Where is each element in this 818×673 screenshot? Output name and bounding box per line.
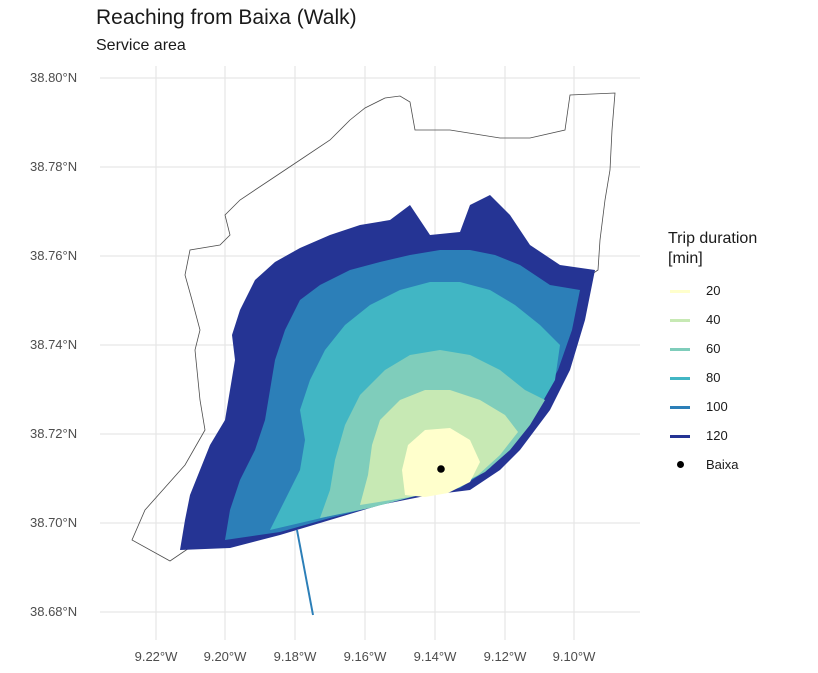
legend-swatch [670, 435, 690, 438]
long-street-segment [296, 529, 314, 616]
legend-label: 80 [706, 370, 721, 385]
legend-title-line: Trip duration [668, 230, 758, 247]
x-tick-label: 9.22°W [134, 649, 178, 664]
band-20 [402, 428, 480, 497]
x-tick-label: 9.18°W [273, 649, 317, 664]
baixa-dot-icon [677, 461, 684, 468]
y-tick-label: 38.68°N [30, 604, 78, 619]
legend-item-20: 20 [668, 281, 808, 301]
legend-title-line: [min] [668, 250, 703, 267]
x-tick-label: 9.10°W [552, 649, 596, 664]
y-tick-label: 38.78°N [30, 159, 78, 174]
legend-item-120: 120 [668, 426, 808, 446]
y-tick-label: 38.80°N [30, 70, 78, 85]
legend-swatch [670, 406, 690, 409]
x-tick-label: 9.20°W [203, 649, 247, 664]
chart-title: Reaching from Baixa (Walk) [96, 6, 357, 29]
chart-subtitle: Service area [96, 37, 186, 54]
legend-label: 100 [706, 399, 728, 414]
y-tick-label: 38.74°N [30, 337, 78, 352]
legend-item-100: 100 [668, 397, 808, 417]
legend-swatch [670, 348, 690, 351]
legend-swatch [670, 319, 690, 322]
y-tick-label: 38.70°N [30, 515, 78, 530]
baixa-point [437, 465, 445, 473]
x-tick-label: 9.14°W [413, 649, 457, 664]
legend-label: 20 [706, 283, 721, 298]
legend-label: 40 [706, 312, 721, 327]
x-tick-label: 9.12°W [483, 649, 527, 664]
legend-swatch [670, 377, 690, 380]
y-tick-label: 38.76°N [30, 248, 78, 263]
legend-item-80: 80 [668, 368, 808, 388]
legend-item-baixa: Baixa [668, 455, 808, 475]
city-boundary [131, 92, 616, 562]
legend-swatch [670, 290, 690, 293]
legend-item-60: 60 [668, 339, 808, 359]
x-tick-label: 9.16°W [343, 649, 387, 664]
legend: Trip duration [min] 20 40 60 80 100 120 … [668, 229, 788, 472]
legend-label: 60 [706, 341, 721, 356]
legend-label: 120 [706, 428, 728, 443]
legend-label: Baixa [706, 457, 739, 472]
legend-title: Trip duration [min] [668, 229, 788, 269]
y-tick-label: 38.72°N [30, 426, 78, 441]
isochrone-bands [180, 195, 595, 616]
legend-item-40: 40 [668, 310, 808, 330]
